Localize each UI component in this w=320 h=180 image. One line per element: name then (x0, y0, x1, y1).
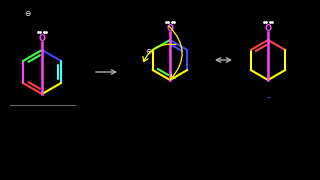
Text: O: O (166, 24, 173, 33)
Text: ⊖: ⊖ (24, 8, 30, 17)
FancyArrowPatch shape (169, 26, 182, 79)
Text: ⊖: ⊖ (145, 46, 151, 55)
Text: O: O (265, 24, 271, 33)
Text: O: O (38, 33, 45, 42)
Text: −: − (265, 95, 271, 101)
FancyArrowPatch shape (143, 44, 176, 61)
